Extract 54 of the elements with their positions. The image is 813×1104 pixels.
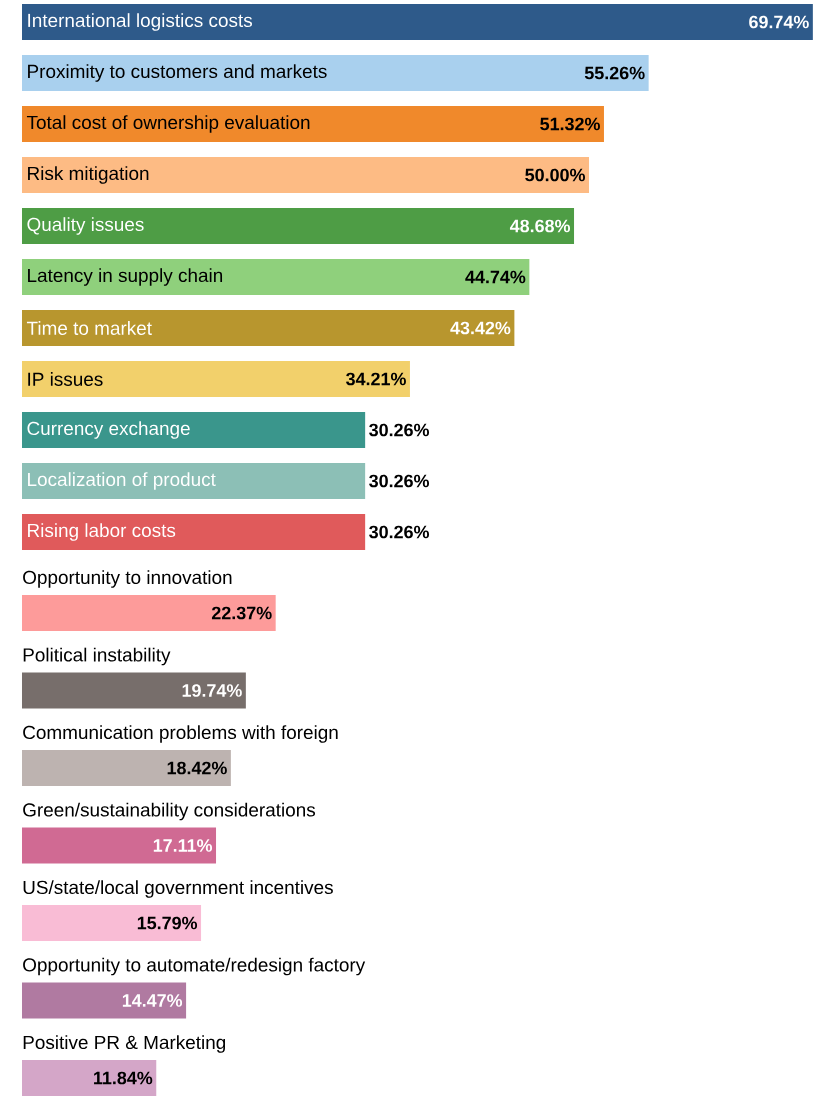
bar [22, 412, 366, 448]
y-tick-label: Rising labor costs [28, 523, 176, 541]
data-label: 22.37% [211, 606, 272, 620]
data-label: 69.74% [749, 15, 809, 29]
data-label: 30.26% [369, 525, 429, 539]
data-label: 51.32% [540, 117, 600, 131]
y-tick-label: US/state/local government incentives [23, 880, 333, 898]
data-label: 15.79% [137, 916, 198, 930]
y-tick-label: Localization of product [28, 472, 216, 490]
y-tick-label: Proximity to customers and markets [28, 64, 327, 82]
y-tick-label: Political instability [23, 647, 171, 666]
y-tick-label: Green/sustainability considerations [23, 802, 316, 821]
bar [22, 827, 217, 864]
data-label: 17.11% [153, 839, 213, 852]
bar [22, 514, 366, 550]
data-label: 50.00% [525, 168, 585, 182]
y-tick-label: Total cost of ownership evaluation [26, 115, 310, 133]
bar [22, 259, 530, 295]
bar [22, 310, 515, 346]
bar [22, 750, 231, 787]
data-label: 14.47% [122, 994, 183, 1007]
y-tick-label: Quality issues [27, 217, 144, 235]
y-tick-label: Currency exchange [27, 421, 190, 439]
data-label: 34.21% [346, 372, 406, 386]
bar [22, 106, 604, 142]
bar [22, 361, 410, 397]
data-label: 18.42% [167, 761, 227, 775]
bar [22, 672, 246, 709]
data-label: 55.26% [584, 66, 645, 80]
y-tick-label: IP issues [28, 372, 103, 386]
bar [22, 55, 649, 91]
data-label: 30.26% [369, 423, 429, 437]
data-label: 19.74% [182, 684, 242, 697]
data-label: 44.74% [465, 270, 526, 284]
data-label: 43.42% [450, 321, 511, 335]
y-tick-label: International logistics costs [28, 13, 252, 31]
bar [22, 463, 366, 499]
data-label: 48.68% [509, 219, 571, 233]
y-tick-label: Risk mitigation [28, 166, 149, 184]
y-tick-label: Opportunity to innovation [23, 570, 232, 588]
bar [22, 157, 589, 193]
data-label: 30.26% [369, 474, 429, 488]
bar [22, 982, 187, 1019]
data-label: 11.84% [94, 1071, 153, 1085]
y-tick-label: Latency in supply chain [28, 268, 223, 286]
bar [22, 905, 202, 942]
bar [22, 208, 575, 244]
y-tick-label: Time to market [26, 321, 152, 335]
bar [22, 595, 276, 632]
y-tick-label: Positive PR & Marketing [23, 1035, 226, 1053]
bar [22, 1060, 157, 1097]
bar [22, 4, 813, 40]
y-tick-label: Communication problems with foreign [23, 725, 338, 743]
y-tick-label: Opportunity to automate/redesign factory [23, 957, 366, 976]
